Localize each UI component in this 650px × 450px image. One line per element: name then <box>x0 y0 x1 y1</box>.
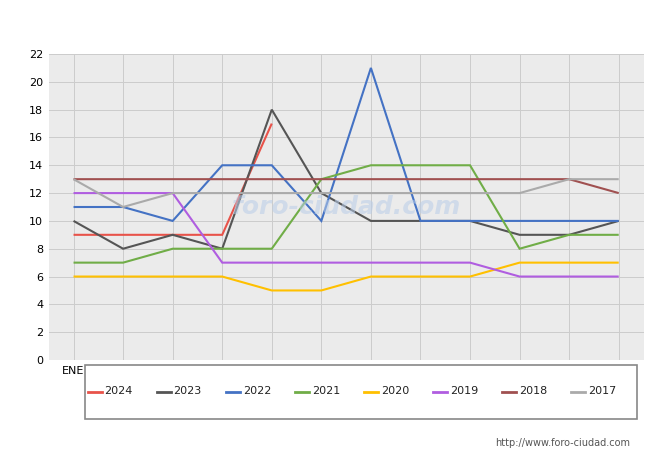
Text: 2023: 2023 <box>174 387 202 396</box>
Text: 2018: 2018 <box>519 387 547 396</box>
Text: 2017: 2017 <box>588 387 616 396</box>
Text: Afiliados en Fresno de la Fuente a 31/5/2024: Afiliados en Fresno de la Fuente a 31/5/… <box>140 14 510 32</box>
Text: http://www.foro-ciudad.com: http://www.foro-ciudad.com <box>495 438 630 448</box>
Text: 2024: 2024 <box>105 387 133 396</box>
Text: 2021: 2021 <box>312 387 340 396</box>
Text: 2022: 2022 <box>242 387 271 396</box>
Text: 2019: 2019 <box>450 387 478 396</box>
Text: 2020: 2020 <box>381 387 409 396</box>
Text: foro-ciudad.com: foro-ciudad.com <box>231 195 461 219</box>
